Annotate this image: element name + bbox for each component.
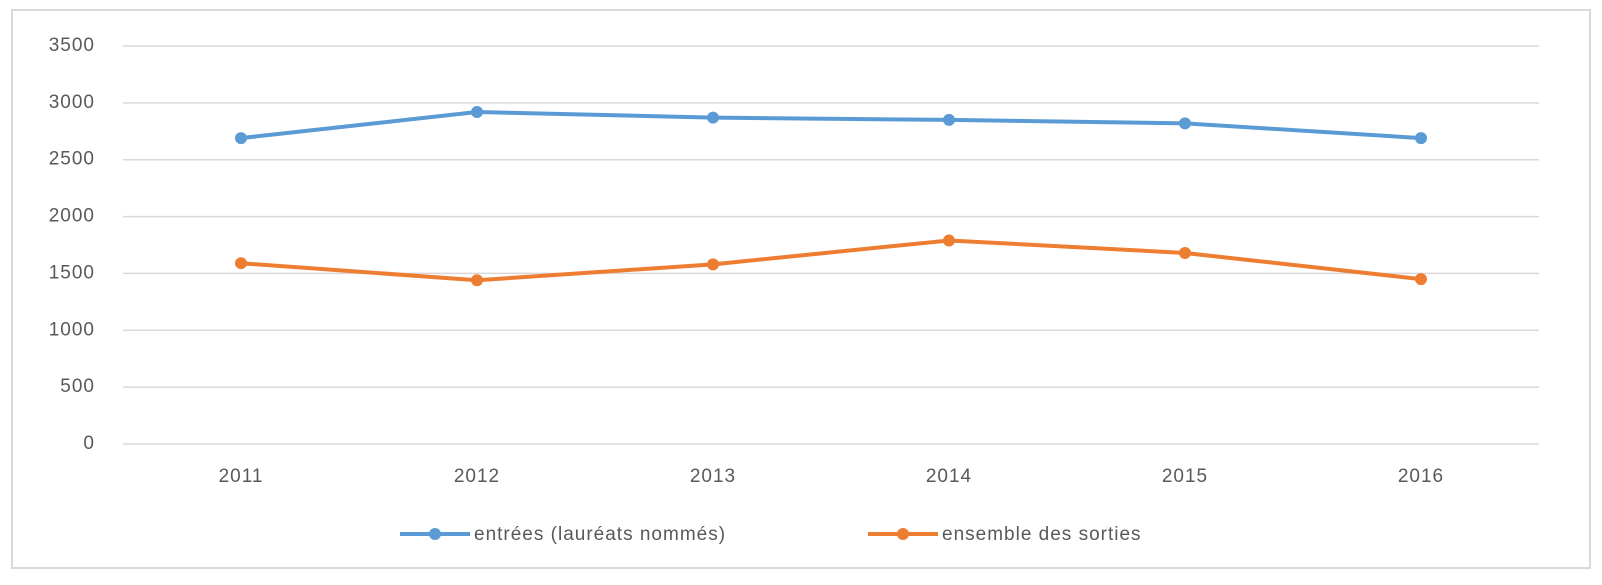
- point: [235, 132, 247, 145]
- y-tick-label: 0: [83, 433, 95, 454]
- point: [235, 257, 247, 270]
- point: [1415, 132, 1427, 145]
- point: [1415, 273, 1427, 286]
- y-tick-label: 3500: [49, 35, 95, 56]
- y-tick-label: 1500: [49, 262, 95, 283]
- legend-marker: [897, 528, 909, 540]
- legend-marker: [429, 528, 441, 540]
- series-line: [240, 109, 1422, 141]
- series-line: [240, 238, 1422, 283]
- point: [471, 105, 483, 118]
- point: [707, 111, 719, 124]
- point: [1179, 117, 1191, 130]
- point: [707, 258, 719, 271]
- x-tick-label: 2015: [1162, 466, 1208, 487]
- point: [1179, 246, 1191, 259]
- x-tick-label: 2013: [690, 466, 736, 487]
- legend-label: ensemble des sorties: [942, 524, 1142, 545]
- y-tick-label: 2500: [49, 149, 95, 170]
- point: [943, 234, 955, 247]
- x-tick-label: 2011: [219, 466, 264, 487]
- y-tick-label: 1000: [49, 319, 95, 340]
- y-tick-label: 2000: [49, 206, 95, 227]
- y-tick-label: 500: [60, 376, 95, 397]
- y-tick-label: 3000: [49, 92, 95, 113]
- x-tick-label: 2012: [454, 466, 500, 487]
- point: [943, 113, 955, 126]
- x-tick-label: 2016: [1398, 466, 1444, 487]
- point: [471, 274, 483, 287]
- x-tick-label: 2014: [926, 466, 972, 487]
- legend-label: entrées (lauréats nommés): [474, 524, 726, 545]
